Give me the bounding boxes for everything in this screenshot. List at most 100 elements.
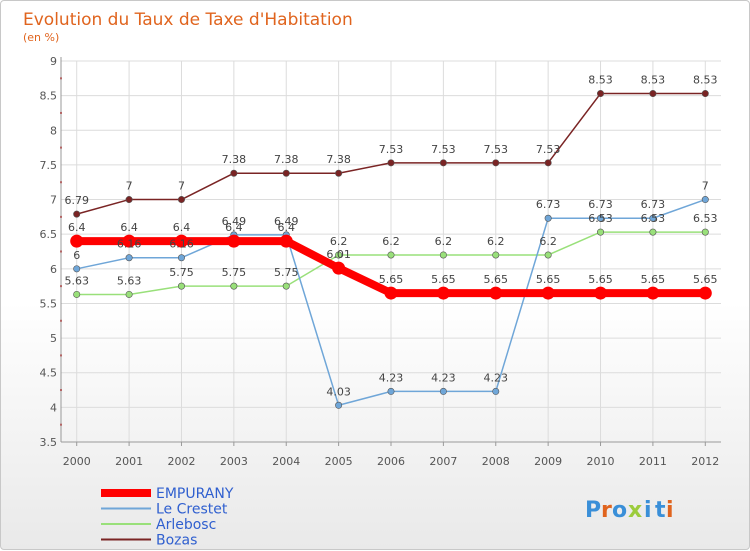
y-tick-label: 7.5 xyxy=(40,159,58,172)
data-point xyxy=(73,265,81,273)
data-point xyxy=(335,251,343,259)
data-point xyxy=(125,290,133,298)
data-point xyxy=(384,286,398,300)
data-label: 7.38 xyxy=(222,153,247,166)
data-label: 6.53 xyxy=(588,212,613,225)
data-label: 5.75 xyxy=(222,266,247,279)
data-label: 8.53 xyxy=(693,74,718,87)
data-point xyxy=(125,196,133,204)
x-tick-label: 2005 xyxy=(325,455,353,468)
data-point xyxy=(597,228,605,236)
data-point xyxy=(227,234,241,248)
data-point xyxy=(544,214,552,222)
logo-letter: P xyxy=(585,498,601,523)
logo-letter: x xyxy=(628,498,642,523)
y-tick-label: 5 xyxy=(50,332,57,345)
data-label: 6.2 xyxy=(487,235,505,248)
data-point xyxy=(701,228,709,236)
data-point xyxy=(594,286,608,300)
data-label: 7.38 xyxy=(274,153,299,166)
data-label: 4.03 xyxy=(326,385,351,398)
data-label: 7.53 xyxy=(484,143,509,156)
data-label: 5.75 xyxy=(274,266,299,279)
data-point xyxy=(282,169,290,177)
y-tick-label: 4 xyxy=(50,401,57,414)
y-tick-label: 8 xyxy=(50,124,57,137)
data-point xyxy=(649,214,657,222)
x-tick-label: 2012 xyxy=(691,455,719,468)
data-label: 6.2 xyxy=(330,235,348,248)
data-label: 6.53 xyxy=(693,212,718,225)
legend-label: Bozas xyxy=(156,533,197,549)
data-point xyxy=(597,214,605,222)
data-label: 6.16 xyxy=(169,238,194,251)
data-point xyxy=(177,254,185,262)
data-point xyxy=(701,90,709,98)
data-label: 5.65 xyxy=(588,273,613,286)
data-point xyxy=(282,282,290,290)
data-point xyxy=(492,387,500,395)
data-label: 6.4 xyxy=(173,221,191,234)
logo-letter: r xyxy=(601,498,612,523)
data-label: 5.65 xyxy=(536,273,561,286)
data-point xyxy=(698,286,712,300)
series-empurany xyxy=(70,234,712,300)
data-point xyxy=(335,401,343,409)
data-point xyxy=(125,254,133,262)
x-tick-label: 2000 xyxy=(63,455,91,468)
data-label: 4.23 xyxy=(484,371,509,384)
data-point xyxy=(597,90,605,98)
data-label: 7 xyxy=(702,180,709,193)
data-point xyxy=(701,196,709,204)
data-point xyxy=(177,196,185,204)
data-point xyxy=(332,261,346,275)
data-label: 6.01 xyxy=(326,248,351,261)
data-label: 6.2 xyxy=(382,235,400,248)
x-tick-label: 2002 xyxy=(167,455,195,468)
legend-label: Le Crestet xyxy=(156,502,228,518)
data-point xyxy=(544,159,552,167)
x-tick-label: 2004 xyxy=(272,455,300,468)
legend-label: EMPURANY xyxy=(156,486,234,502)
data-point xyxy=(387,159,395,167)
data-point xyxy=(122,234,136,248)
data-label: 5.75 xyxy=(169,266,194,279)
data-label: 5.65 xyxy=(379,273,404,286)
x-tick-label: 2006 xyxy=(377,455,405,468)
data-label: 7 xyxy=(178,180,185,193)
x-tick-label: 2007 xyxy=(429,455,457,468)
data-label: 5.65 xyxy=(693,273,718,286)
data-label: 6.2 xyxy=(539,235,557,248)
data-point xyxy=(439,251,447,259)
data-labels: 6.79 7 7 7.38 7.38 7.38 7.53 7.53 7.53 7.53 8.53 8.… xyxy=(64,74,717,399)
data-label: 5.65 xyxy=(431,273,456,286)
data-point xyxy=(279,234,293,248)
y-tick-label: 6.5 xyxy=(40,228,58,241)
x-tick-label: 2008 xyxy=(482,455,510,468)
data-point xyxy=(230,282,238,290)
y-tick-label: 7 xyxy=(50,194,57,207)
data-label: 6.4 xyxy=(120,221,138,234)
data-label: 6 xyxy=(73,249,80,262)
data-point xyxy=(489,286,503,300)
data-point xyxy=(649,90,657,98)
logo-letter: i xyxy=(644,498,652,523)
data-label: 6.49 xyxy=(222,215,247,228)
logo-letter: o xyxy=(612,498,627,523)
logo-letter: t xyxy=(655,498,666,523)
data-point xyxy=(544,251,552,259)
data-point xyxy=(439,387,447,395)
data-label: 4.23 xyxy=(431,371,456,384)
data-label: 5.65 xyxy=(484,273,509,286)
x-tick-label: 2010 xyxy=(587,455,615,468)
data-label: 6.53 xyxy=(641,212,666,225)
data-label: 6.73 xyxy=(536,198,561,211)
x-tick-label: 2009 xyxy=(534,455,562,468)
x-tick-label: 2011 xyxy=(639,455,667,468)
data-label: 5.65 xyxy=(641,273,666,286)
data-label: 5.63 xyxy=(117,274,142,287)
logo-letter: i xyxy=(666,498,674,523)
